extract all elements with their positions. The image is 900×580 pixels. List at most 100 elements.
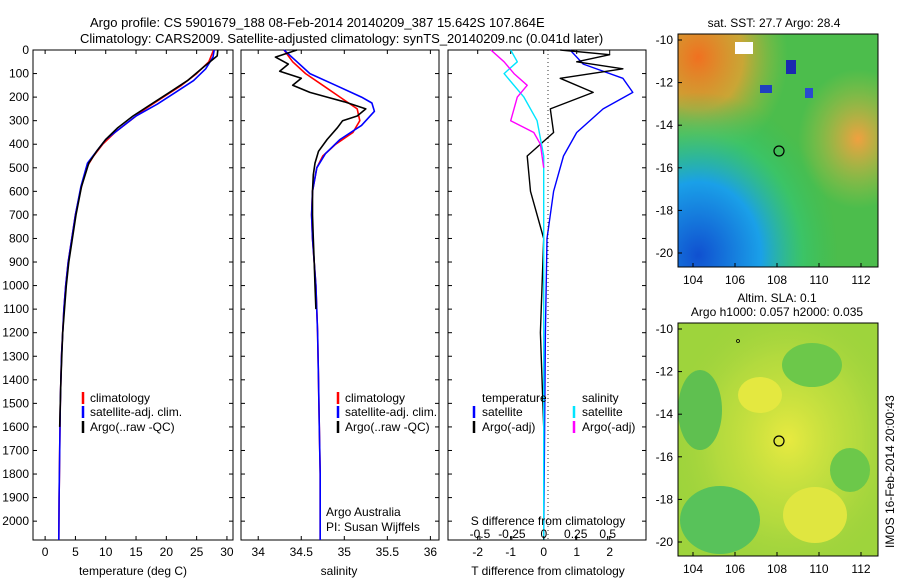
series-satellite-adj-clim-	[283, 49, 376, 540]
sla-low-2	[678, 370, 722, 450]
header-line-1: Argo profile: CS 5901679_188 08-Feb-2014…	[90, 15, 545, 30]
depth-tick-label: 1600	[2, 420, 29, 434]
x-tick-label: 34	[252, 545, 266, 559]
depth-axis: 0 100 200 300 400 500 600 700 800 900 1000 1100 1200…	[2, 43, 646, 528]
depth-tick-label: 0	[22, 43, 29, 57]
series-salinity-argo-adj-	[490, 49, 545, 168]
depth-tick-label: 1900	[2, 491, 29, 505]
series-argo-raw-qc-	[58, 49, 219, 427]
temperature-legend: climatology satellite-adj. clim. Argo(..…	[81, 391, 182, 434]
x-tick-label: -1	[505, 545, 516, 559]
sst-map-y-axis: -10 -12 -14 -16 -18 -20	[656, 33, 682, 260]
difference-xlabel: T difference from climatology	[471, 564, 625, 578]
map-y-tick-label: -14	[656, 118, 674, 132]
x-tick-label: 30	[220, 545, 234, 559]
sst-map-title: sat. SST: 27.7 Argo: 28.4	[708, 16, 841, 30]
depth-tick-label: 100	[9, 67, 29, 81]
map-x-tick-label: 106	[725, 562, 745, 576]
x-tick-label: 2	[606, 545, 613, 559]
legend-sal-climatology-label: climatology	[345, 391, 405, 405]
map-y-tick-label: -14	[656, 407, 674, 421]
map-y-tick-label: -18	[656, 203, 674, 217]
x-tick-label: 1	[573, 545, 580, 559]
depth-tick-label: 700	[9, 208, 29, 222]
map-y-tick-label: -12	[656, 76, 674, 90]
map-y-tick-label: -10	[656, 33, 674, 47]
x-tick-label: 15	[129, 545, 143, 559]
depth-tick-label: 1800	[2, 467, 29, 481]
depth-tick-label: 1200	[2, 326, 29, 340]
s-tick-label: -0.25	[498, 527, 526, 541]
sla-map-frame	[677, 322, 879, 557]
sst-map-x-axis: 104 106 108 110 112	[683, 263, 871, 287]
s-tick-label: 0.5	[599, 527, 616, 541]
map-y-tick-label: -20	[656, 246, 674, 260]
temperature-x-axis: 0 5 10 15 20 25 30	[42, 50, 234, 559]
map-x-tick-label: 108	[767, 562, 787, 576]
sla-small-marker	[736, 339, 740, 343]
map-x-tick-label: 110	[809, 273, 828, 287]
x-tick-label: 25	[190, 545, 204, 559]
salinity-legend: climatology satellite-adj. clim. Argo(..…	[336, 391, 437, 434]
sla-low-1	[782, 343, 842, 387]
map-x-tick-label: 108	[767, 273, 787, 287]
sst-cloud-1	[735, 42, 753, 54]
legend-salin-argo-label: Argo(-adj)	[582, 420, 635, 434]
x-tick-label: -2	[472, 545, 483, 559]
map-x-tick-label: 110	[809, 562, 828, 576]
difference-top-axis: -0.5 -0.25 0 0.25 0.5	[470, 527, 617, 541]
temperature-panel	[32, 49, 234, 541]
series-argo-raw-qc-	[274, 49, 367, 310]
series-salinity-satellite	[503, 49, 545, 540]
sla-map-title-2: Argo h1000: 0.057 h2000: 0.035	[691, 305, 863, 319]
legend-sal-satellite-label: satellite-adj. clim.	[345, 405, 437, 419]
difference-top-label: S difference from climatology	[471, 514, 626, 528]
depth-tick-label: 2000	[2, 514, 29, 528]
map-y-tick-label: -16	[656, 450, 674, 464]
map-x-tick-label: 112	[851, 273, 870, 287]
depth-tick-label: 1300	[2, 349, 29, 363]
sla-high-2	[783, 487, 847, 543]
depth-tick-label: 400	[9, 137, 29, 151]
legend-temp-title: temperature	[482, 391, 547, 405]
difference-legend: temperature satellite Argo(-adj) salinit…	[472, 391, 635, 434]
s-tick-label: 0	[540, 527, 547, 541]
depth-tick-label: 1400	[2, 373, 29, 387]
legend-satellite-label: satellite-adj. clim.	[90, 405, 182, 419]
depth-tick-label: 1100	[3, 302, 29, 316]
x-tick-label: 35	[338, 545, 352, 559]
map-x-tick-label: 104	[683, 562, 703, 576]
sst-map	[677, 33, 879, 268]
depth-tick-label: 800	[9, 231, 29, 245]
depth-tick-label: 1500	[2, 396, 29, 410]
argo-location-marker	[773, 145, 785, 157]
depth-tick-label: 600	[9, 184, 29, 198]
salinity-series	[274, 49, 376, 540]
sla-map-y-axis: -10 -12 -14 -16 -18 -20	[656, 322, 682, 549]
map-x-tick-label: 112	[851, 562, 870, 576]
salinity-xlabel: salinity	[321, 564, 358, 578]
sla-low-4	[830, 448, 870, 492]
legend-sal-title: salinity	[582, 391, 619, 405]
legend-temp-argo-label: Argo(-adj)	[482, 420, 535, 434]
x-tick-label: 5	[72, 545, 79, 559]
x-tick-label: 36	[424, 545, 438, 559]
legend-climatology-label: climatology	[90, 391, 150, 405]
legend-salin-satellite-label: satellite	[582, 405, 623, 419]
x-tick-label: 0	[42, 545, 49, 559]
salinity-panel	[240, 49, 440, 541]
depth-tick-label: 1700	[2, 443, 29, 457]
x-tick-label: 34.5	[290, 545, 314, 559]
temperature-series	[58, 49, 219, 541]
sst-cool-sw	[678, 34, 878, 267]
map-y-tick-label: -12	[656, 365, 674, 379]
map-x-tick-label: 106	[725, 273, 745, 287]
s-tick-label: -0.5	[470, 527, 491, 541]
depth-tick-label: 300	[9, 114, 29, 128]
sla-map-x-axis: 104 106 108 110 112	[683, 552, 871, 576]
depth-tick-label: 1000	[2, 279, 29, 293]
x-tick-label: 0	[540, 545, 547, 559]
x-tick-label: 20	[160, 545, 174, 559]
legend-argo-label: Argo(..raw -QC)	[90, 420, 175, 434]
